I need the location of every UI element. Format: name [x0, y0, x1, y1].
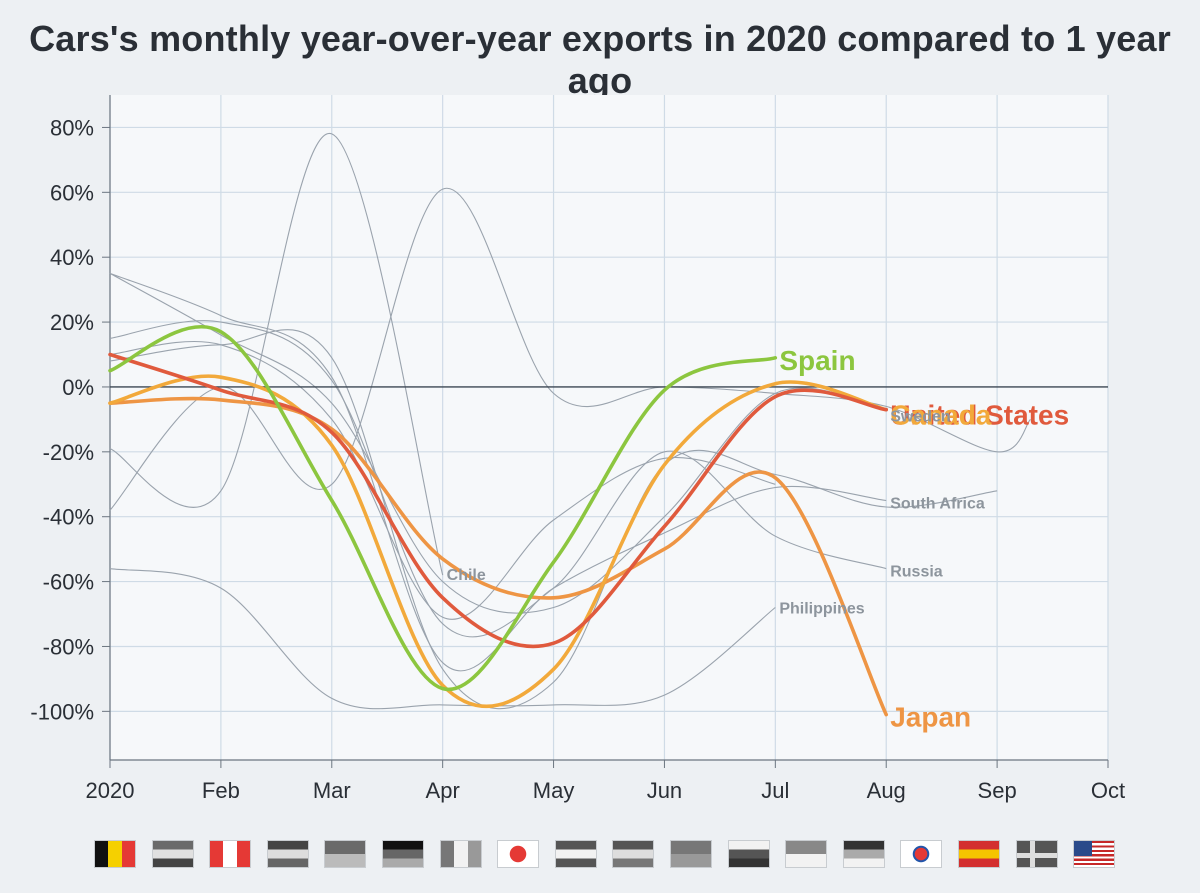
series-line-canada [108, 374, 888, 709]
flag-united-states-icon[interactable] [1073, 840, 1116, 868]
y-tick-label: -40% [43, 505, 94, 530]
chart-title: Cars's monthly year-over-year exports in… [29, 18, 1171, 101]
plot-area [110, 95, 1108, 760]
series-label-russia: Russia [890, 564, 943, 581]
y-tick-label: -60% [43, 570, 94, 595]
flag-south-africa-icon[interactable] [842, 840, 885, 868]
flag-germany-icon[interactable] [382, 840, 424, 868]
flag-netherlands-icon[interactable] [554, 840, 597, 868]
flag-chile-icon[interactable] [266, 840, 309, 868]
series-line-other [109, 187, 1031, 511]
flag-portugal-icon[interactable] [670, 840, 712, 868]
flag-canada-icon[interactable] [209, 840, 252, 868]
x-tick-label: May [533, 778, 575, 803]
series-label-chile: Chile [447, 567, 486, 584]
series-line-south-africa [109, 272, 887, 672]
flag-japan-icon[interactable] [497, 840, 540, 868]
series-label-philippines: Philippines [779, 601, 864, 618]
series-line-philippines [109, 568, 776, 710]
series-label-japan: Japan [890, 702, 971, 733]
y-tick-label: 40% [50, 245, 94, 270]
y-tick-label: -20% [43, 440, 94, 465]
x-tick-label: 2020 [86, 778, 135, 803]
y-tick-label: -100% [30, 699, 94, 724]
y-tick-label: 20% [50, 310, 94, 335]
flag-singapore-icon[interactable] [785, 840, 828, 868]
flag-sweden-icon[interactable] [1015, 840, 1058, 868]
flag-south-korea-icon[interactable] [900, 840, 943, 868]
x-tick-label: Feb [202, 778, 240, 803]
x-tick-label: Apr [426, 778, 460, 803]
series-label-united-states: United States [890, 400, 1069, 431]
y-tick-label: 0% [62, 375, 94, 400]
x-tick-label: Jun [647, 778, 682, 803]
flag-russia-icon[interactable] [727, 840, 770, 868]
series-line-other [109, 341, 776, 620]
series-line-sweden [109, 272, 887, 614]
series-label-south-africa: South Africa [890, 495, 985, 512]
series-label-spain: Spain [779, 345, 855, 376]
series-line-spain [108, 324, 778, 692]
flag-france-icon[interactable] [439, 840, 482, 868]
flag-philippines-icon[interactable] [612, 840, 655, 868]
flag-belgium-icon[interactable] [94, 840, 136, 868]
y-tick-label: 60% [50, 180, 94, 205]
x-tick-label: Jul [761, 778, 789, 803]
flag-spain-icon[interactable] [958, 840, 1000, 868]
series-label-sweden: Sweden [890, 409, 950, 426]
x-tick-label: Sep [978, 778, 1017, 803]
x-tick-label: Aug [867, 778, 906, 803]
x-tick-label: Mar [313, 778, 351, 803]
flag-brazil-icon[interactable] [151, 840, 194, 868]
series-line-chile [109, 133, 444, 576]
x-tick-label: Oct [1091, 778, 1125, 803]
flag-china-icon[interactable] [324, 840, 367, 868]
y-tick-label: -80% [43, 634, 94, 659]
y-tick-label: 80% [50, 115, 94, 140]
series-line-other [109, 329, 998, 710]
series-label-canada: Canada [890, 400, 992, 431]
